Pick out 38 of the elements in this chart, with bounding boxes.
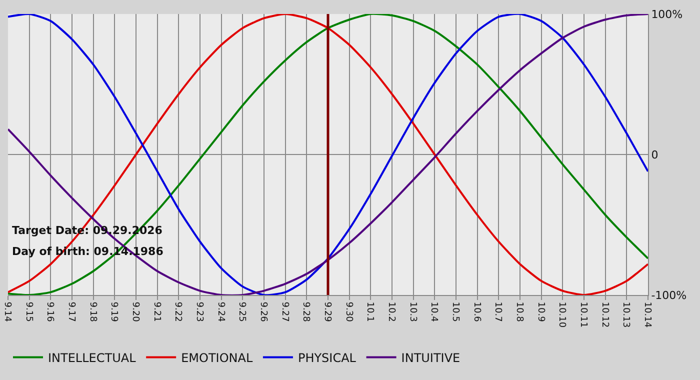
- x-tick-label: 9.15: [23, 302, 34, 322]
- legend-label: EMOTIONAL: [181, 350, 253, 365]
- x-tick-label: 9.18: [87, 302, 98, 322]
- x-tick-label: 9.17: [66, 302, 76, 322]
- x-tick-label: 10.3: [407, 302, 418, 322]
- y-tick-label: 100%: [651, 8, 683, 21]
- x-tick-label: 9.23: [194, 302, 204, 322]
- x-tick-label: 9.26: [258, 302, 268, 322]
- x-tick-label: 10.2: [386, 302, 396, 322]
- x-tick-label: 10.13: [620, 302, 631, 328]
- legend-label: INTUITIVE: [401, 350, 460, 365]
- x-tick-label: 10.4: [428, 302, 439, 322]
- x-tick-label: 10.12: [599, 302, 610, 328]
- x-tick-label: 9.20: [130, 302, 140, 322]
- x-tick-label: 10.14: [642, 302, 652, 328]
- x-tick-label: 9.14: [2, 302, 12, 322]
- x-tick-label: 9.19: [108, 302, 119, 322]
- x-tick-label: 10.7: [492, 302, 503, 322]
- x-tick-label: 9.16: [44, 302, 55, 322]
- x-tick-label: 10.10: [556, 302, 567, 328]
- y-tick-label: -100%: [651, 288, 687, 302]
- x-tick-label: 10.1: [364, 302, 375, 322]
- x-tick-label: 10.11: [578, 302, 588, 328]
- x-tick-label: 10.9: [535, 302, 546, 322]
- x-tick-label: 9.28: [300, 302, 311, 322]
- x-tick-label: 10.5: [450, 302, 460, 322]
- x-tick-label: 9.25: [236, 302, 247, 322]
- x-tick-label: 9.24: [215, 302, 226, 322]
- x-tick-label: 9.27: [279, 302, 290, 322]
- x-tick-label: 9.22: [172, 302, 183, 322]
- y-tick-label: 0: [651, 148, 658, 162]
- x-tick-label: 10.6: [471, 302, 482, 322]
- legend-label: INTELLECTUAL: [48, 350, 136, 365]
- x-tick-label: 9.21: [151, 302, 162, 322]
- x-tick-label: 9.30: [343, 302, 354, 322]
- x-tick-label: 9.29: [322, 302, 332, 322]
- legend-label: PHYSICAL: [298, 350, 356, 365]
- x-tick-label: 10.8: [514, 302, 524, 322]
